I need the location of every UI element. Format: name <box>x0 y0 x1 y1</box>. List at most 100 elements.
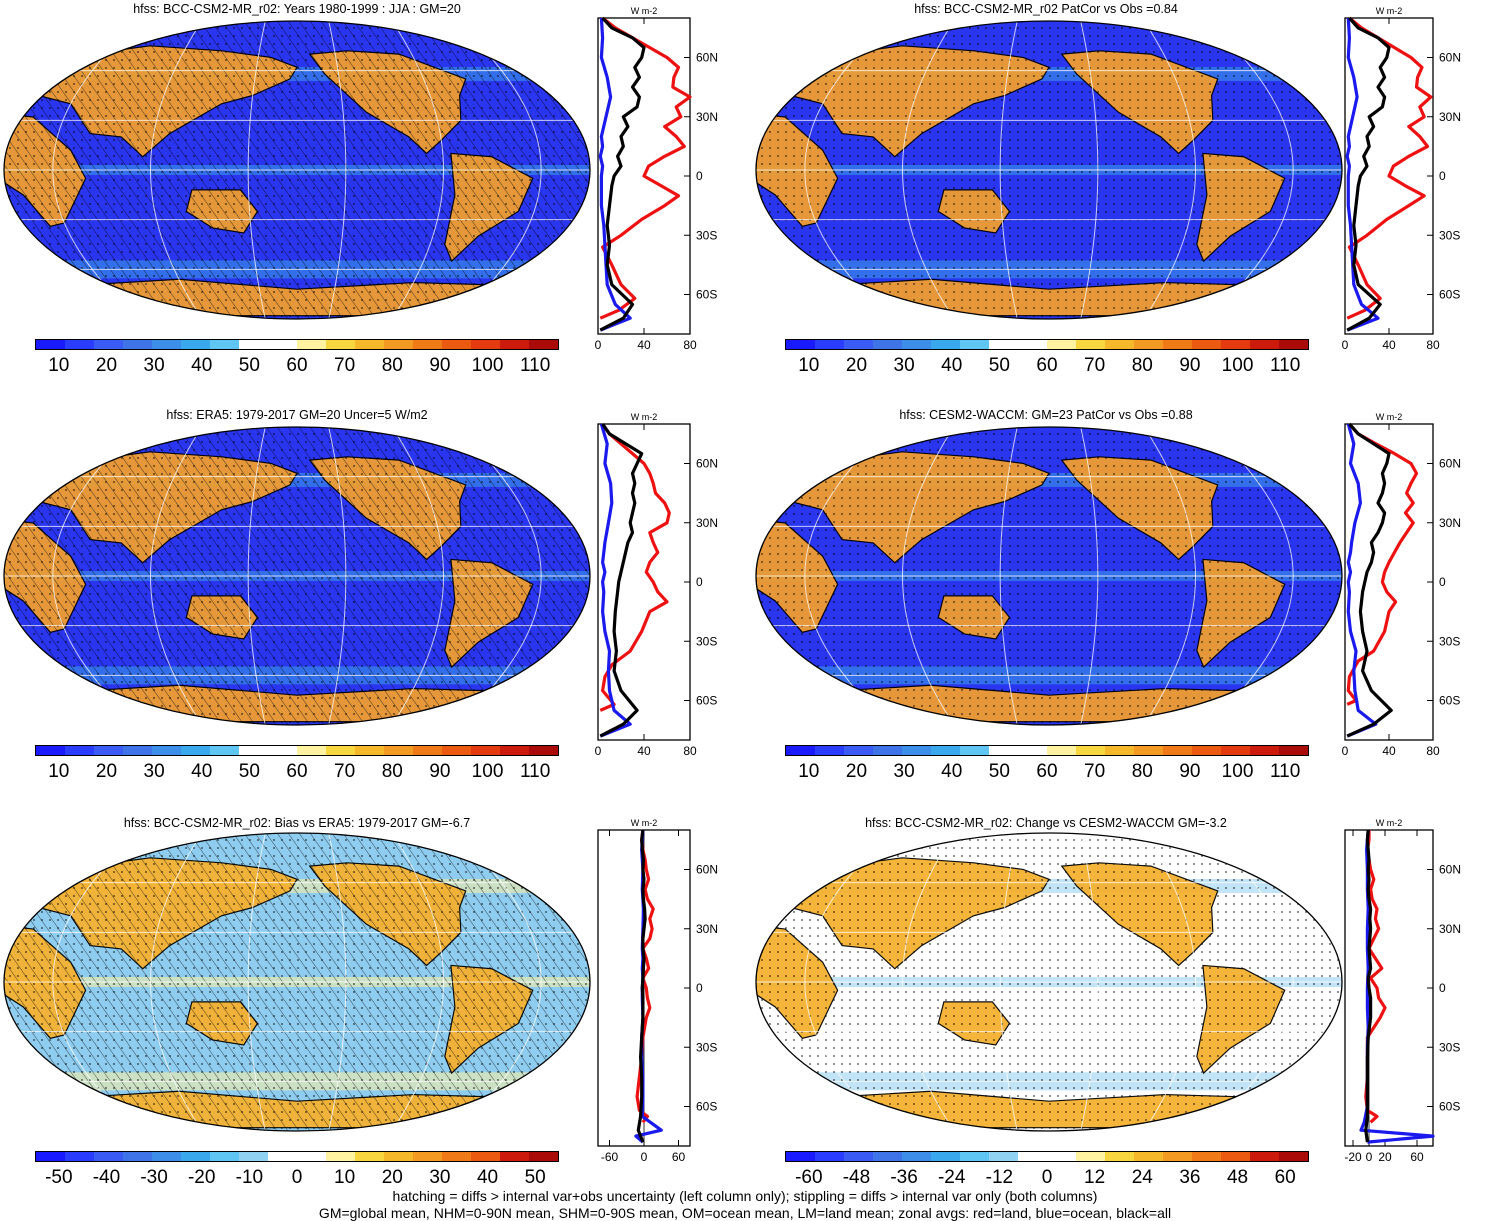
colorbar-swatch <box>36 1152 65 1161</box>
colorbar-swatch <box>239 340 268 349</box>
colorbar-label: 30 <box>143 355 165 376</box>
colorbar <box>785 745 1309 756</box>
colorbar-label: 20 <box>95 355 118 376</box>
panel-bottom-right: hfss: BCC-CSM2-MR_r02: Change vs CESM2-W… <box>743 812 1485 1192</box>
colorbar-swatch <box>471 746 500 755</box>
colorbar-swatch <box>181 340 210 349</box>
colorbar-label: 0 <box>1041 1167 1053 1188</box>
colorbar-swatch <box>1047 746 1076 755</box>
colorbar-label: 20 <box>845 355 868 376</box>
colorbar-swatch <box>1221 1152 1250 1161</box>
zonal-line-land <box>599 423 671 712</box>
graticule-longitude <box>247 833 266 1131</box>
colorbar-swatch <box>1163 1152 1192 1161</box>
colorbar-swatch <box>36 340 65 349</box>
colorbar-swatch <box>210 340 239 349</box>
colorbar-swatch <box>413 1152 442 1161</box>
colorbar-label: 100 <box>1221 761 1254 782</box>
colorbar-swatch <box>1134 340 1163 349</box>
colorbar-swatch <box>815 340 844 349</box>
colorbar-swatch <box>902 1152 931 1161</box>
colorbar-label: 80 <box>381 355 403 376</box>
colorbar <box>35 339 559 350</box>
colorbar-label: 50 <box>238 355 260 376</box>
colorbar-swatch <box>65 1152 94 1161</box>
graticule-longitude <box>1207 833 1294 1131</box>
colorbar-label: 110 <box>1270 355 1301 376</box>
zonal-units-label: W m-2 <box>631 412 658 422</box>
map-field <box>756 427 1342 725</box>
colorbar-swatch <box>960 340 989 349</box>
colorbar-swatch <box>989 1152 1018 1161</box>
colorbar-label: 12 <box>1084 1167 1106 1188</box>
colorbar-swatch <box>1279 746 1308 755</box>
colorbar-swatch <box>529 746 558 755</box>
colorbar-swatch <box>902 340 931 349</box>
zonal-line-ocean <box>599 423 632 738</box>
colorbar-swatch <box>1192 1152 1221 1161</box>
map-title: hfss: BCC-CSM2-MR_r02: Change vs CESM2-W… <box>865 816 1227 830</box>
graticule-longitude <box>804 427 891 725</box>
colorbar-labels: 10 20 30 40 50 60 70 80 90 100 110 <box>35 761 559 783</box>
y-tick-label: 60S <box>1439 1100 1460 1114</box>
graticule-longitude <box>1080 21 1099 319</box>
y-tick-label: 30N <box>696 110 718 124</box>
colorbar-swatch <box>1163 746 1192 755</box>
graticule-longitude <box>247 21 266 319</box>
map-frame <box>3 832 591 1132</box>
colorbar-swatch <box>500 340 529 349</box>
x-tick-label: 0 <box>641 1150 648 1164</box>
x-tick-label: -60 <box>601 1150 619 1164</box>
world-map <box>3 832 591 1132</box>
colorbar-label: 50 <box>988 355 1010 376</box>
y-tick-label: 30S <box>696 228 717 242</box>
colorbar-swatch <box>989 340 1018 349</box>
graticule-longitude <box>391 833 445 1131</box>
colorbar-swatch <box>1221 746 1250 755</box>
colorbar-label: 70 <box>1084 355 1106 376</box>
colorbar-swatch <box>384 1152 413 1161</box>
y-tick-label: 0 <box>696 169 703 183</box>
zonal-average-plot: W m-2 60N 30N 0 30S 60S -60 0 60 <box>597 818 718 1164</box>
graticule-longitude <box>999 427 1018 725</box>
colorbar-swatch <box>989 746 1018 755</box>
colorbar-swatch <box>960 746 989 755</box>
x-tick-label: 40 <box>1382 744 1396 758</box>
map-field <box>4 21 590 319</box>
colorbar-swatch <box>931 1152 960 1161</box>
colorbar-labels: -50 -40 -30 -20 -10 0 10 20 30 40 50 <box>35 1167 559 1189</box>
colorbar-label: 30 <box>893 355 915 376</box>
colorbar-label: 30 <box>893 761 915 782</box>
x-tick-label: 0 <box>595 744 602 758</box>
colorbar-swatch <box>239 1152 268 1161</box>
colorbar-label: 20 <box>845 761 868 782</box>
colorbar-label: 70 <box>334 355 356 376</box>
colorbar-label: 36 <box>1179 1167 1201 1188</box>
colorbar-label: 100 <box>1221 355 1254 376</box>
colorbar-label: 10 <box>798 761 820 782</box>
colorbar-swatch <box>1250 1152 1279 1161</box>
colorbar-swatch <box>1105 340 1134 349</box>
zonal-average-plot: W m-2 60N 30N 0 30S 60S 0 40 80 <box>1342 6 1461 352</box>
colorbar-swatch <box>268 340 297 349</box>
y-tick-label: 30N <box>1439 922 1461 936</box>
graticule-longitude <box>1207 427 1294 725</box>
colorbar-swatch <box>471 1152 500 1161</box>
map-title: hfss: CESM2-WACCM: GM=23 PatCor vs Obs =… <box>899 408 1193 422</box>
colorbar-label: 70 <box>1084 761 1106 782</box>
colorbar-label: 24 <box>1131 1167 1153 1188</box>
y-tick-label: 30N <box>1439 110 1461 124</box>
graticule-longitude <box>247 427 266 725</box>
colorbar-label: -48 <box>842 1167 871 1188</box>
colorbar-swatch <box>355 1152 384 1161</box>
x-tick-label: 0 <box>1342 744 1349 758</box>
colorbar-swatch <box>1105 1152 1134 1161</box>
map-field <box>756 833 1342 1131</box>
colorbar-swatch <box>1163 340 1192 349</box>
world-map <box>755 426 1343 726</box>
colorbar <box>35 1151 559 1162</box>
x-tick-label: 60 <box>672 1150 686 1164</box>
colorbar-swatch <box>94 340 123 349</box>
y-tick-label: 60N <box>696 457 718 471</box>
colorbar-labels: 10 20 30 40 50 60 70 80 90 100 110 <box>785 761 1309 783</box>
